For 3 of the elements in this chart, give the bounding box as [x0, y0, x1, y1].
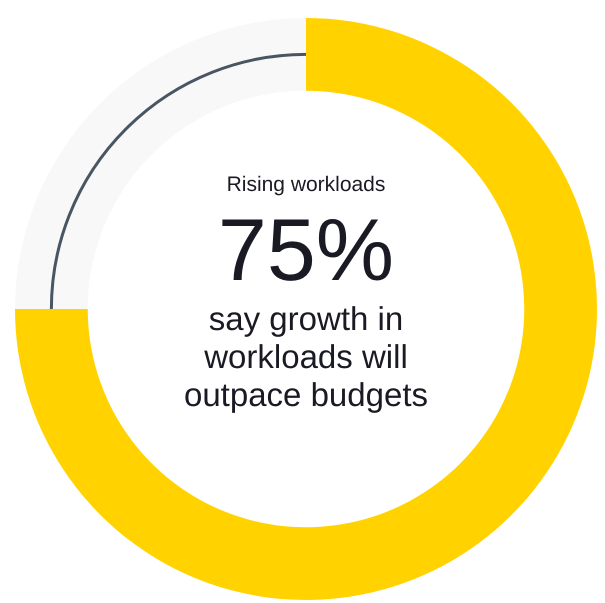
data-label: 75%	[216, 200, 396, 300]
text: Rising workloads	[226, 172, 386, 198]
text: say growth in workloads will outpace budgets	[182, 300, 430, 414]
